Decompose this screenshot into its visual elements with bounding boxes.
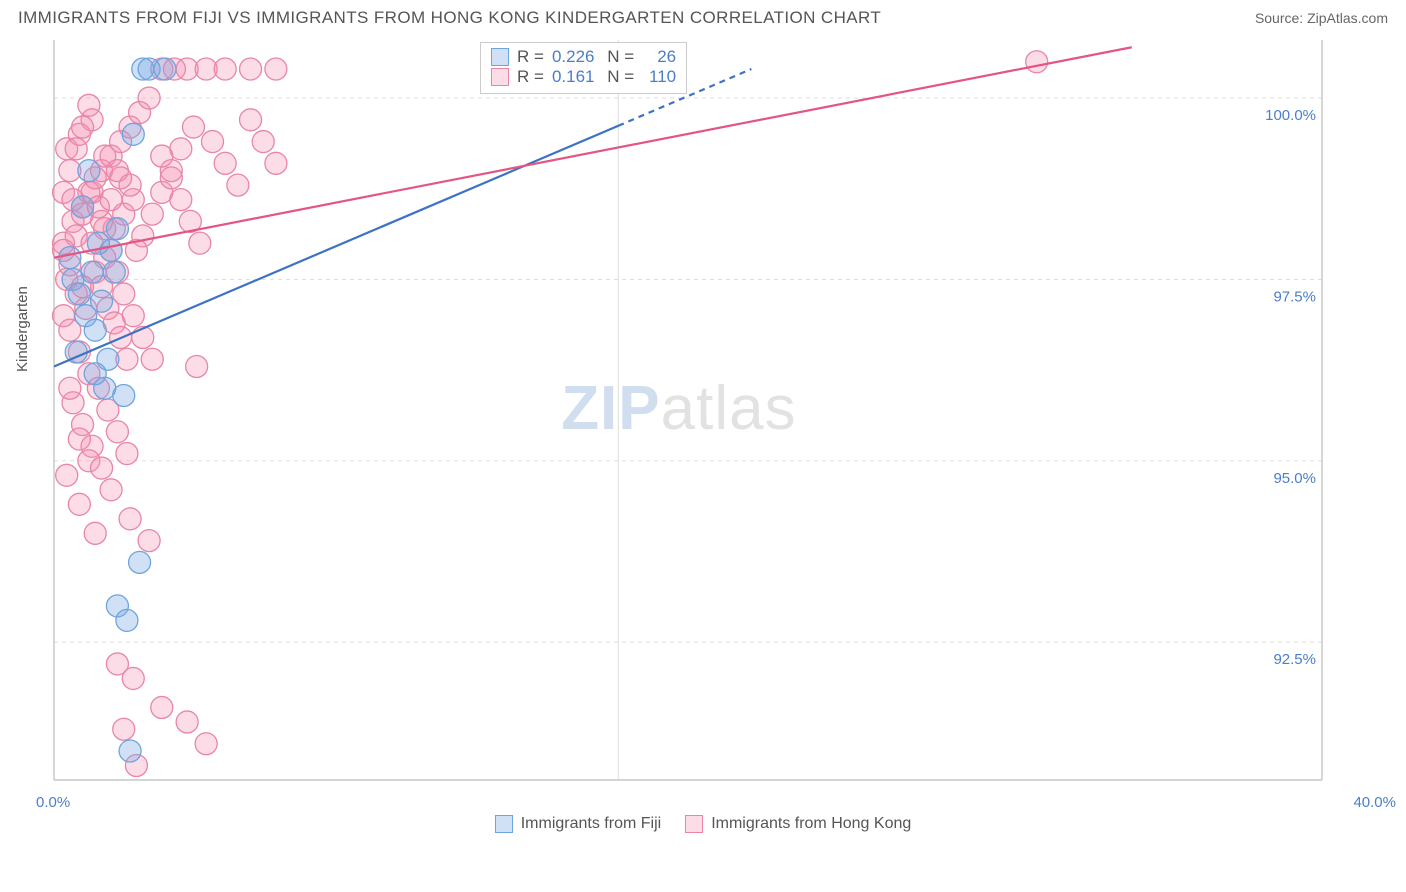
legend-label-hk: Immigrants from Hong Kong xyxy=(711,815,911,833)
y-axis-label: Kindergarten xyxy=(14,286,31,372)
svg-text:100.0%: 100.0% xyxy=(1265,107,1316,124)
legend-label-fiji: Immigrants from Fiji xyxy=(521,815,661,833)
scatter-chart: 92.5% 95.0% 97.5% 100.0% xyxy=(18,32,1338,792)
n-label: N = xyxy=(602,47,634,67)
x-tick-min: 0.0% xyxy=(36,794,70,811)
svg-text:95.0%: 95.0% xyxy=(1273,470,1316,487)
legend-item-fiji: Immigrants from Fiji xyxy=(495,815,661,833)
swatch-hk xyxy=(685,815,703,833)
n-value-hk: 110 xyxy=(642,67,676,87)
x-axis-labels: 0.0% 40.0% xyxy=(0,794,1406,811)
series-legend: Immigrants from Fiji Immigrants from Hon… xyxy=(0,815,1406,833)
n-label: N = xyxy=(602,67,634,87)
r-label: R = xyxy=(517,47,544,67)
chart-area: Kindergarten 92.5%95.0%97.5%100.0% ZIPat… xyxy=(18,32,1388,792)
n-value-fiji: 26 xyxy=(642,47,676,67)
swatch-hk-small xyxy=(491,68,509,86)
swatch-fiji xyxy=(495,815,513,833)
r-value-hk: 0.161 xyxy=(552,67,595,87)
chart-title: IMMIGRANTS FROM FIJI VS IMMIGRANTS FROM … xyxy=(18,8,881,28)
svg-text:92.5%: 92.5% xyxy=(1273,651,1316,668)
legend-item-hk: Immigrants from Hong Kong xyxy=(685,815,911,833)
r-label: R = xyxy=(517,67,544,87)
source-label: Source: ZipAtlas.com xyxy=(1255,10,1388,26)
svg-text:97.5%: 97.5% xyxy=(1273,288,1316,305)
swatch-fiji-small xyxy=(491,48,509,66)
legend-row-fiji: R = 0.226 N = 26 xyxy=(491,47,676,67)
x-tick-max: 40.0% xyxy=(1353,794,1396,811)
correlation-legend-box: R = 0.226 N = 26 R = 0.161 N = 110 xyxy=(480,42,687,94)
r-value-fiji: 0.226 xyxy=(552,47,595,67)
legend-row-hk: R = 0.161 N = 110 xyxy=(491,67,676,87)
